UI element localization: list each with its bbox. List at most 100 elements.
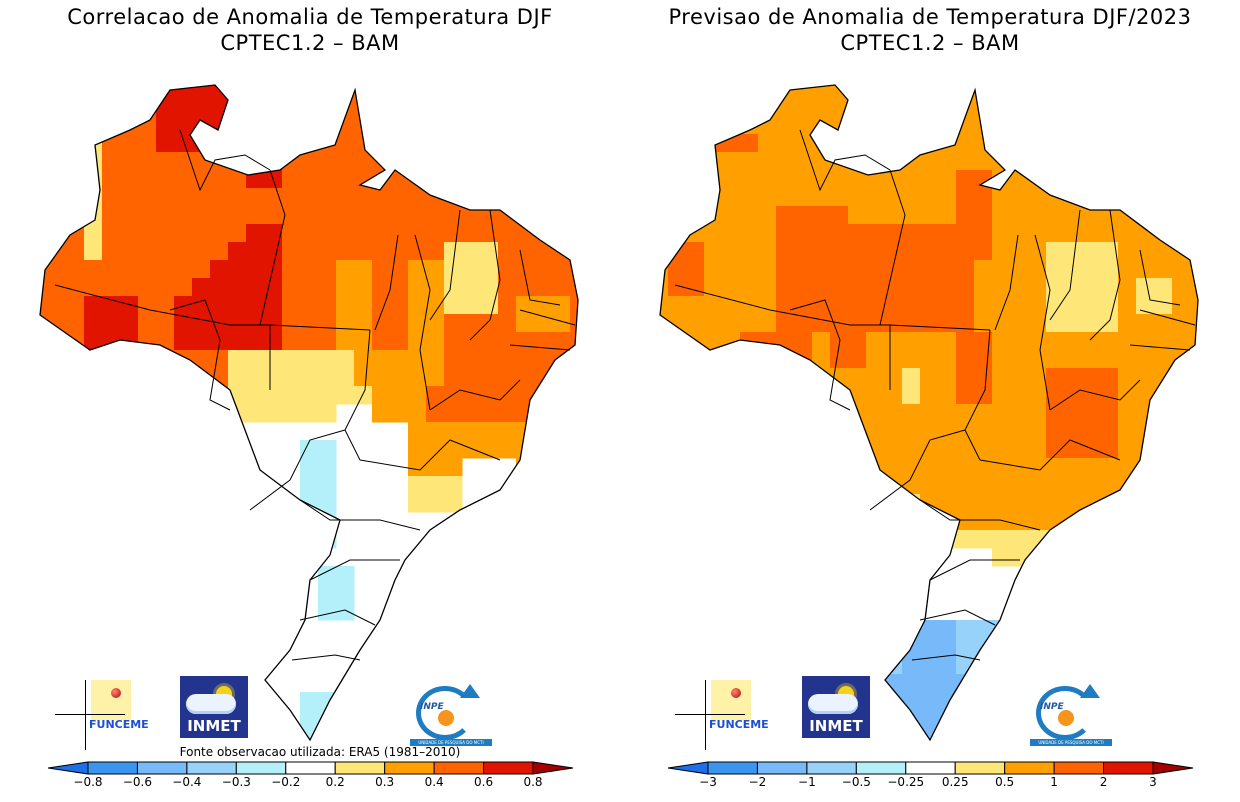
grid-cell <box>704 386 723 405</box>
grid-cell <box>1082 152 1101 171</box>
grid-cell <box>480 224 499 243</box>
grid-cell <box>866 548 885 567</box>
grid-cell <box>300 710 319 729</box>
grid-cell <box>300 134 319 153</box>
grid-cell <box>740 350 759 369</box>
grid-cell <box>102 116 121 135</box>
grid-cell <box>120 350 139 369</box>
grid-cell <box>938 530 957 549</box>
grid-cell <box>1154 242 1173 261</box>
grid-cell <box>1082 134 1101 153</box>
grid-cell <box>1154 296 1173 315</box>
grid-cell <box>1118 152 1137 171</box>
grid-cell <box>830 620 849 639</box>
grid-cell <box>390 152 409 171</box>
grid-cell <box>660 314 669 333</box>
grid-cell <box>974 85 993 99</box>
grid-cell <box>354 260 373 279</box>
grid-cell <box>794 224 813 243</box>
grid-cell <box>776 476 795 495</box>
grid-cell <box>570 170 578 189</box>
grid-cell <box>48 404 67 423</box>
grid-cell <box>704 314 723 333</box>
grid-cell <box>758 278 777 297</box>
grid-cell <box>156 242 175 261</box>
grid-cell <box>722 386 741 405</box>
grid-cell <box>1082 746 1101 750</box>
grid-cell <box>1208 566 1227 585</box>
grid-cell <box>66 134 85 153</box>
grid-cell <box>1082 512 1101 531</box>
grid-cell <box>902 332 921 351</box>
grid-cell <box>812 350 831 369</box>
grid-cell <box>1172 476 1191 495</box>
grid-cell <box>794 656 813 675</box>
grid-cell <box>866 386 885 405</box>
grid-cell <box>660 188 669 207</box>
grid-cell <box>1010 386 1029 405</box>
grid-cell <box>1082 530 1101 549</box>
grid-cell <box>1208 188 1227 207</box>
grid-cell <box>156 260 175 279</box>
grid-cell <box>264 350 283 369</box>
grid-cell <box>866 494 885 513</box>
grid-cell <box>444 476 463 495</box>
grid-cell <box>372 116 391 135</box>
grid-cell <box>1100 98 1119 117</box>
grid-cell <box>974 530 993 549</box>
grid-cell <box>426 404 445 423</box>
grid-cell <box>1118 404 1137 423</box>
grid-cell <box>516 368 535 387</box>
grid-cell <box>776 170 795 189</box>
grid-cell <box>1190 386 1198 405</box>
grid-cell <box>1100 476 1119 495</box>
grid-cell <box>1136 152 1155 171</box>
state-border <box>519 309 576 326</box>
grid-cell <box>686 152 705 171</box>
grid-cell <box>390 260 409 279</box>
grid-cell <box>992 242 1011 261</box>
grid-cell <box>1136 548 1155 567</box>
grid-cell <box>1064 350 1083 369</box>
grid-cell <box>408 350 427 369</box>
grid-cell <box>1190 368 1198 387</box>
grid-cell <box>318 494 337 513</box>
cloud-icon <box>186 694 236 714</box>
grid-cell <box>1172 188 1191 207</box>
grid-cell <box>866 584 885 603</box>
grid-cell <box>1190 188 1198 207</box>
grid-cell <box>866 85 885 99</box>
grid-cell <box>1136 638 1155 657</box>
grid-cell <box>120 260 139 279</box>
grid-cell <box>992 386 1011 405</box>
grid-cell <box>282 134 301 153</box>
grid-cell <box>318 188 337 207</box>
grid-cell <box>812 404 831 423</box>
grid-cell <box>992 548 1011 567</box>
grid-cell <box>228 206 247 225</box>
grid-cell <box>534 458 553 477</box>
grid-cell <box>920 206 939 225</box>
grid-cell <box>660 350 669 369</box>
grid-cell <box>1082 98 1101 117</box>
grid-cell <box>920 512 939 531</box>
grid-cell <box>102 242 121 261</box>
grid-cell <box>570 368 578 387</box>
grid-cell <box>848 368 867 387</box>
grid-cell <box>776 746 795 750</box>
grid-cell <box>812 188 831 207</box>
grid-cell <box>722 512 741 531</box>
grid-cell <box>686 116 705 135</box>
grid-cell <box>660 692 669 711</box>
grid-cell <box>740 512 759 531</box>
grid-cell <box>866 278 885 297</box>
grid-cell <box>722 350 741 369</box>
grid-cell <box>722 188 741 207</box>
grid-cell <box>920 134 939 153</box>
grid-cell <box>974 260 993 279</box>
grid-cell <box>902 656 921 675</box>
grid-cell <box>480 386 499 405</box>
grid-cell <box>1064 224 1083 243</box>
grid-cell <box>866 656 885 675</box>
grid-cell <box>228 278 247 297</box>
